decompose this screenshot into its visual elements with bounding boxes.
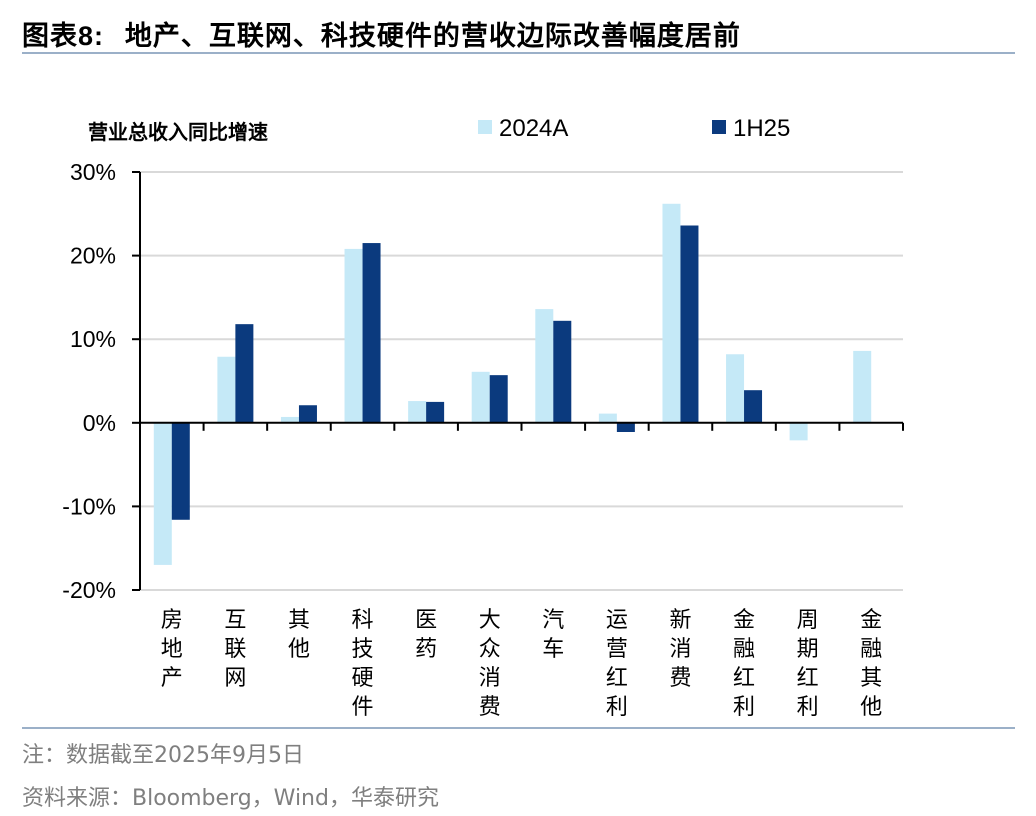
bar-2024a (344, 248, 363, 423)
bar-1h25 (426, 401, 445, 423)
bar-2024a (471, 371, 490, 423)
x-category-label: 医药 (415, 608, 437, 662)
legend-swatch-2024a (478, 120, 492, 134)
legend-swatch-1h25 (712, 120, 726, 134)
bar-2024a (153, 422, 172, 565)
legend-label-1h25: 1H25 (733, 115, 790, 142)
bar-2024a (535, 309, 554, 423)
footnote: 注：数据截至2025年9月5日 (22, 743, 304, 768)
x-category-label: 周期红利 (797, 608, 819, 720)
bar-1h25 (171, 422, 190, 520)
y-tick-label: 20% (70, 243, 116, 269)
bar-chart: 30% 20% 10% 0% -10% -20% 房地产 互联网 其他 科技硬件 医药 大众消费 汽车运… (62, 115, 904, 720)
bar-2024a (789, 422, 808, 441)
x-category-label: 金融其他 (860, 608, 882, 720)
bar-2024a (217, 356, 236, 423)
x-category-label: 金融红利 (733, 608, 755, 720)
x-category-label: 其他 (288, 608, 310, 662)
y-tick-label: -10% (62, 493, 116, 519)
footer-divider (22, 727, 1015, 729)
bar-1h25 (744, 390, 763, 423)
figure-title: 图表8: 地产、互联网、科技硬件的营收边际改善幅度居前 (22, 14, 741, 53)
source-note: 资料来源：Bloomberg，Wind，华泰研究 (22, 786, 439, 811)
legend-label-2024a: 2024A (499, 115, 568, 142)
x-category-label: 大众消费 (479, 608, 501, 720)
x-category-label: 运营红利 (606, 608, 628, 720)
x-category-label: 房地产 (161, 608, 183, 691)
title-divider (22, 52, 1015, 54)
bar-2024a (408, 401, 427, 423)
bar-1h25 (553, 320, 572, 423)
y-tick-label: 0% (83, 410, 116, 436)
bar-2024a (726, 354, 745, 423)
bar-2024a (662, 203, 681, 423)
bar-2024a (598, 413, 617, 423)
bar-1h25 (489, 375, 508, 423)
bar-2024a (853, 350, 872, 423)
bar-1h25 (362, 243, 381, 423)
x-category-label: 科技硬件 (352, 608, 374, 720)
bar-1h25 (298, 405, 317, 423)
y-axis-title: 营业总收入同比增速 (88, 120, 268, 144)
y-tick-label: 10% (70, 326, 116, 352)
x-category-label: 汽车 (542, 608, 564, 662)
y-tick-label: 30% (70, 159, 116, 185)
bar-1h25 (616, 422, 635, 432)
x-category-label: 互联网 (224, 608, 246, 691)
figure-title-text: 地产、互联网、科技硬件的营收边际改善幅度居前 (124, 21, 741, 52)
bar-1h25 (235, 324, 254, 423)
x-category-label: 新消费 (669, 608, 691, 691)
y-tick-label: -20% (62, 577, 116, 603)
figure-title-prefix: 图表8: (22, 21, 105, 51)
bar-1h25 (680, 225, 699, 423)
bar-2024a (280, 416, 299, 423)
